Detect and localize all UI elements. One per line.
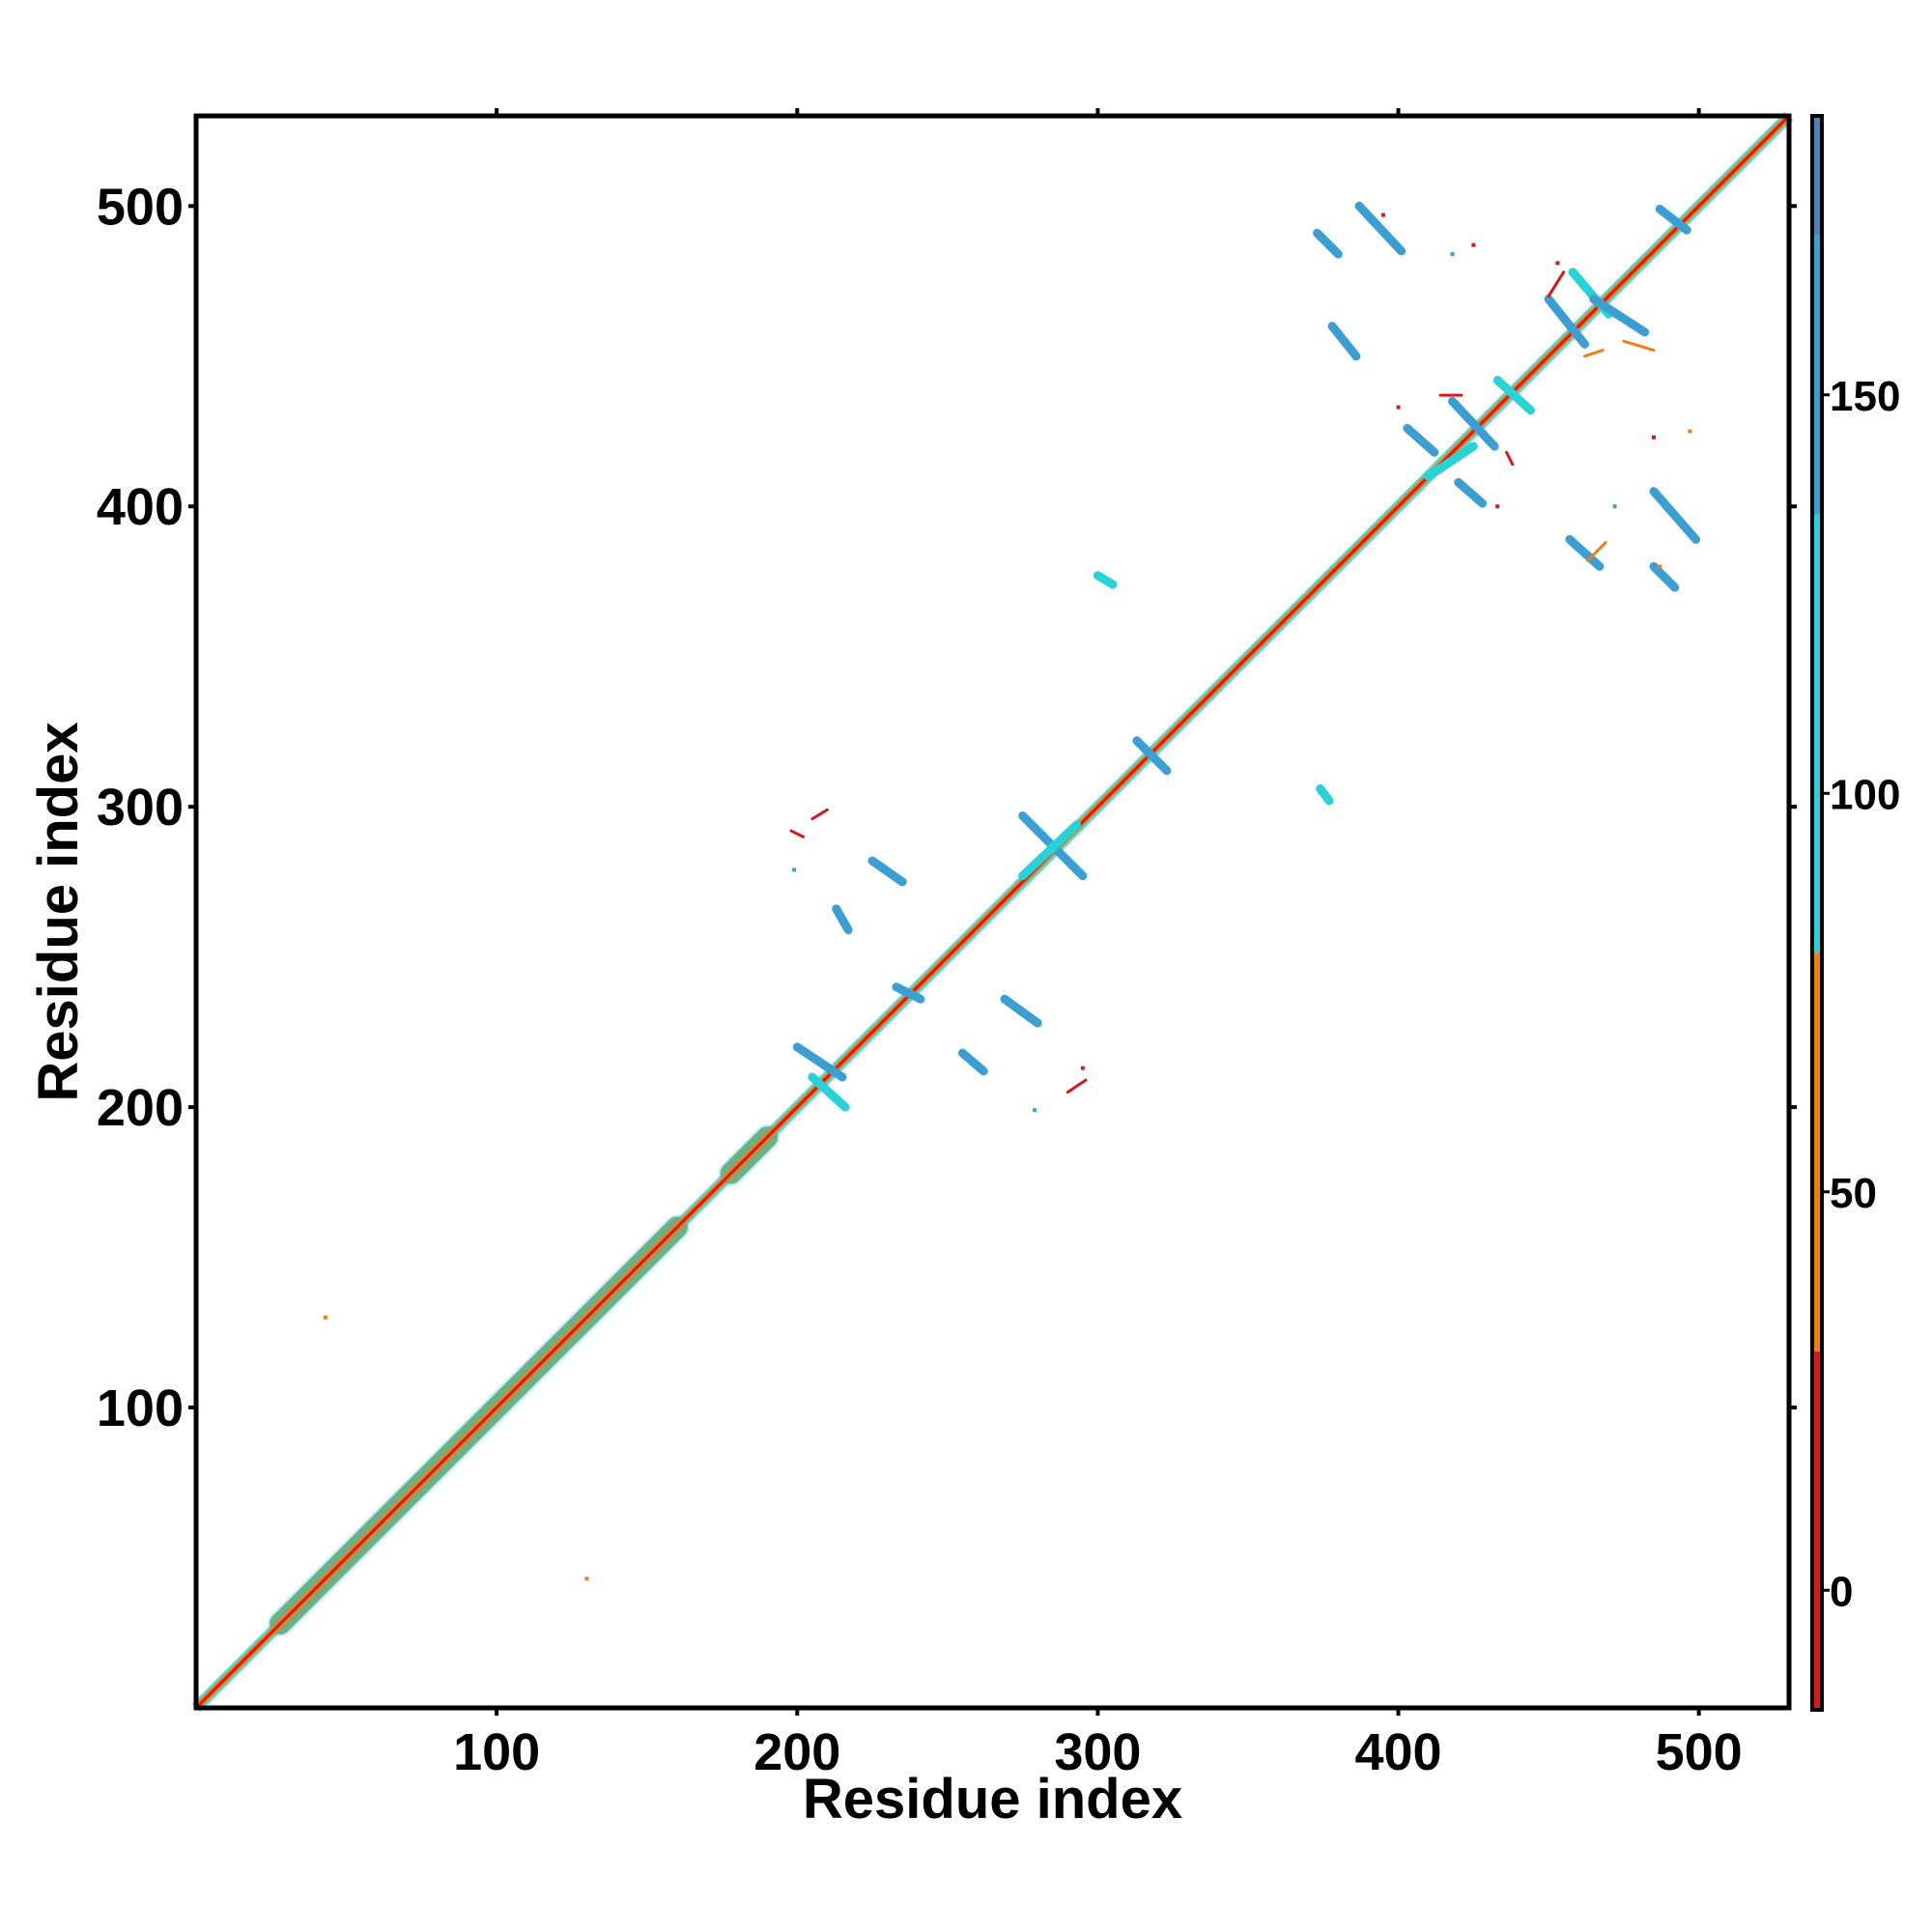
y-axis-label: Residue index [27, 722, 90, 1101]
x-axis: 100 200 300 400 500 [453, 108, 1743, 1781]
contact-segment [810, 808, 829, 821]
contact-point [1450, 252, 1455, 257]
contact-segment [808, 1072, 850, 1112]
y-axis: 100 200 300 400 500 [97, 178, 1797, 1437]
colorbar-tick-label: 0 [1830, 1568, 1853, 1615]
contact-point [323, 1315, 327, 1320]
contact-segment [1586, 541, 1607, 562]
diagonal-band [191, 111, 1794, 1713]
colorbar-band [1812, 235, 1822, 515]
contact-point [1396, 405, 1401, 410]
contact-segment [1403, 423, 1439, 457]
plot-area [191, 111, 1794, 1713]
contact-point [1555, 261, 1560, 266]
colorbar: 0 50 100 150 [1810, 114, 1900, 1712]
contact-segment [1505, 450, 1515, 467]
contact-point [1380, 213, 1385, 217]
colorbar-band [1812, 952, 1822, 1351]
contact-segment [957, 1048, 988, 1076]
contact-point [1688, 429, 1692, 434]
x-tick-label: 500 [1656, 1723, 1743, 1781]
diagonal-core [194, 114, 1791, 1710]
contact-point [1658, 564, 1662, 569]
contact-segment [1065, 1078, 1088, 1094]
contact-segment [789, 829, 805, 838]
y-tick-label: 100 [97, 1379, 184, 1437]
y-tick-label: 400 [97, 478, 184, 536]
contact-segment [792, 1042, 847, 1082]
contact-segment [1544, 295, 1589, 349]
contact-segment [1655, 204, 1691, 235]
colorbar-band [1812, 1350, 1822, 1710]
contact-segment [892, 982, 925, 1004]
contact-point [792, 867, 797, 872]
x-tick-label: 100 [453, 1723, 540, 1781]
contact-point [1080, 1065, 1085, 1070]
contact-segment [1093, 571, 1118, 589]
contact-segment [1622, 339, 1656, 353]
contact-segment [1132, 736, 1172, 776]
contact-segment [1018, 820, 1082, 881]
contact-segment [1649, 561, 1680, 592]
colorbar-tick-label: 150 [1830, 373, 1900, 420]
contact-segment [1492, 376, 1535, 415]
contact-segment [1313, 228, 1343, 259]
colorbar-tick-label: 50 [1830, 1170, 1877, 1217]
x-axis-label: Residue index [803, 1768, 1182, 1831]
contact-segment [832, 904, 853, 935]
contact-segment [867, 856, 907, 887]
contact-segment [1448, 396, 1499, 451]
contact-segment [1316, 784, 1334, 806]
x-tick-label: 200 [753, 1723, 840, 1781]
contact-point [1033, 1108, 1037, 1113]
x-tick-label: 400 [1354, 1723, 1441, 1781]
contact-segment [1424, 441, 1478, 481]
contact-clusters [323, 201, 1701, 1581]
colorbar-frame [1810, 114, 1824, 1712]
contact-segment [1354, 201, 1406, 256]
contact-segment [1454, 477, 1488, 508]
x-tick-label: 300 [1054, 1723, 1141, 1781]
contact-point [1471, 242, 1476, 247]
contact-segment [1547, 270, 1566, 298]
colorbar-band [1812, 514, 1822, 953]
contact-segment [1649, 487, 1701, 544]
colorbar-band [1812, 116, 1822, 236]
contact-point [1495, 504, 1500, 509]
y-tick-label: 300 [97, 779, 184, 837]
contact-segment [1589, 295, 1650, 337]
y-tick-label: 500 [97, 178, 184, 236]
contact-segment [1582, 349, 1605, 358]
contact-segment [1565, 534, 1605, 571]
contact-point [1612, 504, 1617, 509]
y-tick-label: 200 [97, 1079, 184, 1137]
colorbar-tick-label: 100 [1830, 771, 1900, 818]
plot-frame [193, 113, 1792, 1711]
contact-segment [1000, 994, 1042, 1028]
contact-point [1651, 435, 1656, 440]
contact-point [584, 1577, 589, 1581]
contact-segment [1327, 322, 1361, 361]
